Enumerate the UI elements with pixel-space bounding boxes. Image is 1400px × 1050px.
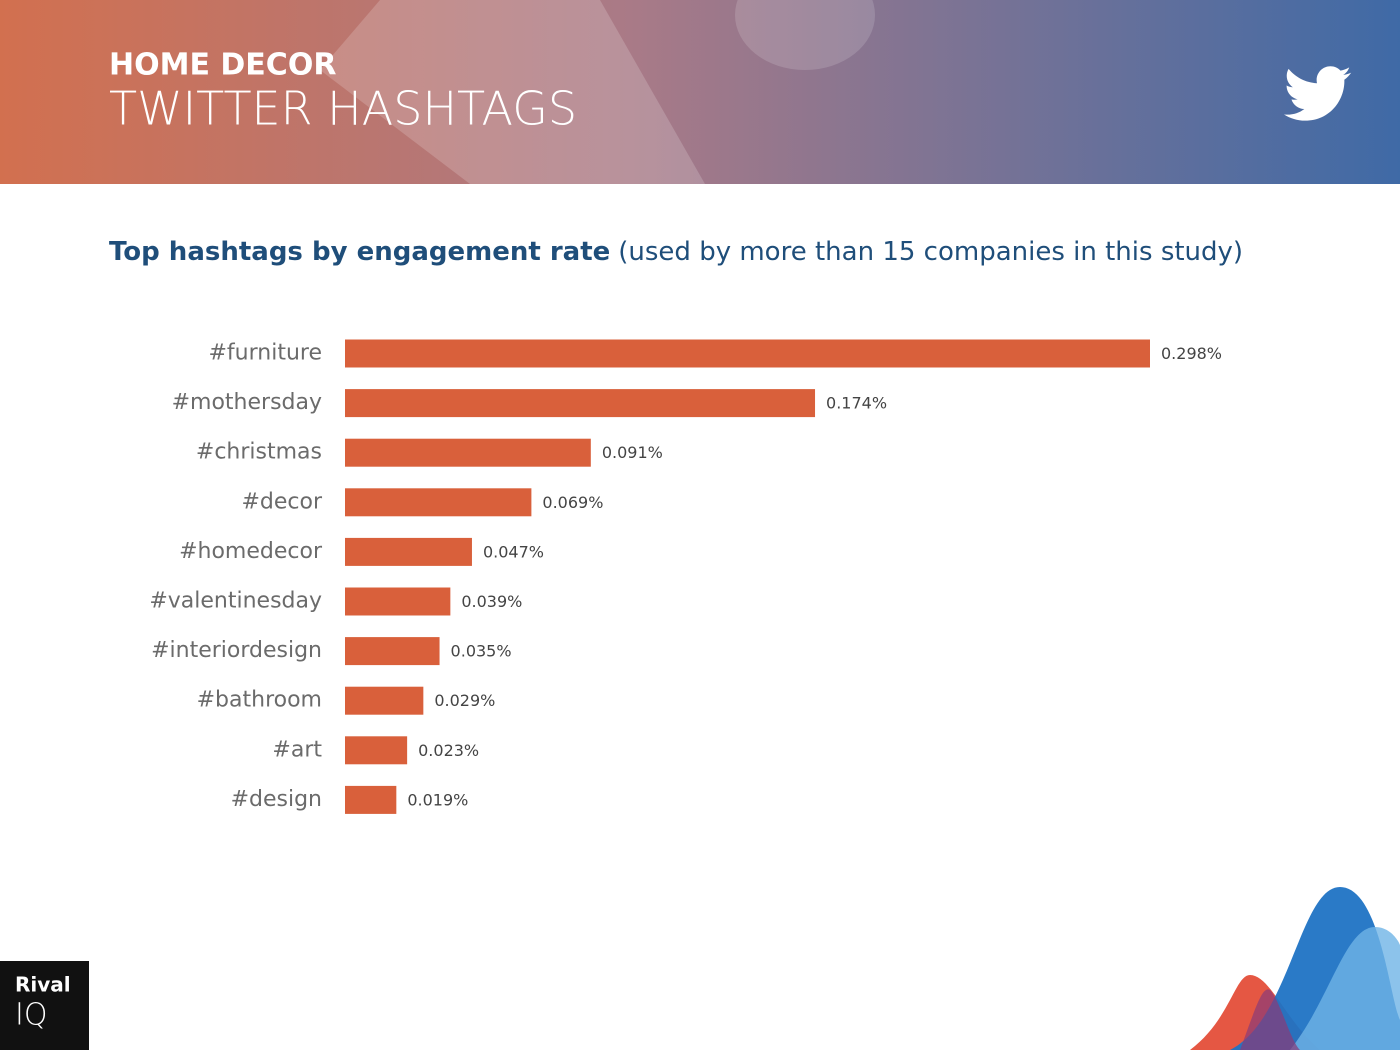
category-label: #mothersday bbox=[172, 390, 322, 415]
bar bbox=[345, 438, 591, 467]
value-label: 0.091% bbox=[602, 443, 663, 462]
category-label: #homedecor bbox=[179, 539, 323, 564]
category-label: #decor bbox=[241, 489, 322, 514]
bar bbox=[345, 537, 472, 566]
header-decoration bbox=[320, 0, 705, 184]
chart-title: Top hashtags by engagement rate bbox=[109, 237, 610, 267]
category-label: #design bbox=[231, 787, 322, 812]
value-label: 0.023% bbox=[418, 741, 479, 760]
bar bbox=[345, 339, 1150, 368]
value-label: 0.019% bbox=[407, 790, 468, 809]
category-label: #interiordesign bbox=[151, 638, 322, 663]
twitter-icon bbox=[1284, 66, 1352, 121]
category-label: #valentinesday bbox=[149, 589, 322, 614]
category-label: #bathroom bbox=[197, 688, 322, 713]
wave bbox=[1290, 927, 1400, 1050]
logo-box bbox=[0, 961, 89, 1050]
header-kicker: HOME DECOR bbox=[109, 48, 336, 83]
bar bbox=[345, 736, 408, 765]
bar bbox=[345, 488, 532, 517]
value-label: 0.029% bbox=[434, 691, 495, 710]
decoration-waves bbox=[1190, 887, 1400, 1050]
wave bbox=[1240, 989, 1300, 1050]
chart-subtitle: (used by more than 15 companies in this … bbox=[618, 237, 1243, 267]
value-label: 0.039% bbox=[461, 592, 522, 611]
category-label: #art bbox=[272, 737, 322, 762]
logo-text: IQ bbox=[15, 998, 47, 1033]
chart-heading: Top hashtags by engagement rate (used by … bbox=[109, 237, 1243, 267]
value-label: 0.174% bbox=[826, 394, 887, 413]
header-title: TWITTER HASHTAGS bbox=[109, 82, 577, 136]
category-label: #furniture bbox=[208, 341, 322, 366]
value-label: 0.298% bbox=[1161, 344, 1222, 363]
bar bbox=[345, 686, 424, 715]
bar bbox=[345, 785, 397, 814]
header-decoration bbox=[735, 0, 875, 70]
value-label: 0.069% bbox=[542, 493, 603, 512]
value-label: 0.047% bbox=[483, 542, 544, 561]
bar bbox=[345, 637, 440, 666]
value-label: 0.035% bbox=[451, 642, 512, 661]
category-label: #christmas bbox=[196, 440, 322, 465]
logo-text: Rival bbox=[15, 973, 71, 997]
bar bbox=[345, 587, 451, 616]
bar bbox=[345, 389, 816, 418]
header-banner bbox=[0, 0, 1400, 184]
